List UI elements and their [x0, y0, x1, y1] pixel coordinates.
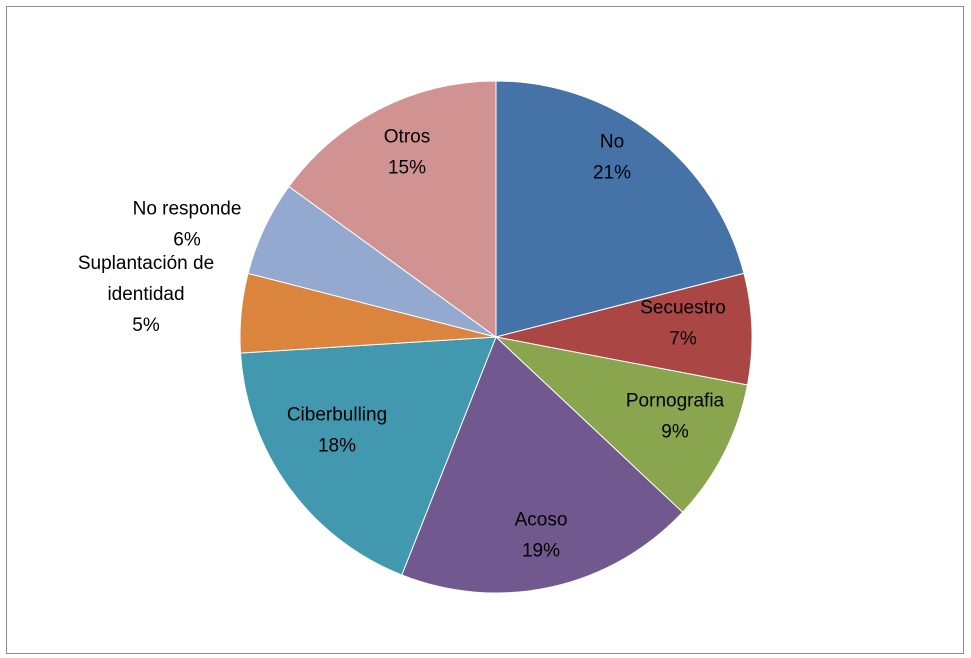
pie-slice-ciberbulling — [239, 336, 497, 576]
data-label-value: 9% — [661, 422, 689, 443]
pie-slices — [239, 80, 753, 594]
data-label-category: Suplantación de — [78, 253, 214, 274]
data-label: Ciberbulling 18% — [287, 405, 387, 457]
data-label-value: 5% — [132, 315, 160, 336]
data-label-category: No — [600, 132, 624, 153]
data-label: Pornografia 9% — [626, 391, 725, 443]
slice-labels: No 21% Secuestro 7% Pornografia 9% Acoso 19% Cib… — [78, 127, 726, 562]
data-label: Secuestro 7% — [640, 298, 726, 350]
data-label: Acoso 19% — [515, 510, 568, 562]
data-label-value: 19% — [522, 541, 560, 562]
data-label-category: Acoso — [515, 510, 568, 531]
pie-slice-acoso — [401, 336, 684, 594]
data-label: No responde 6% — [133, 199, 242, 251]
data-label-value: 7% — [669, 329, 697, 350]
data-label-category: Ciberbulling — [287, 405, 387, 426]
data-label-category: Otros — [384, 127, 430, 148]
data-label-category: identidad — [107, 284, 184, 305]
data-label-category: Pornografia — [626, 391, 725, 412]
data-label: No 21% — [593, 132, 631, 184]
data-label-value: 21% — [593, 163, 631, 184]
pie-slice-no — [495, 80, 745, 338]
data-label: Otros 15% — [384, 127, 430, 179]
data-label-category: No responde — [133, 199, 242, 220]
pie-slice-secuestro — [495, 272, 753, 386]
data-label-value: 6% — [173, 230, 201, 251]
data-label-value: 15% — [388, 158, 426, 179]
data-label-value: 18% — [318, 436, 356, 457]
data-label: Suplantación de identidad 5% — [78, 253, 214, 336]
pie-slice-pornografia — [494, 336, 749, 513]
pie-slice-otros — [288, 80, 497, 338]
data-label-category: Secuestro — [640, 298, 726, 319]
